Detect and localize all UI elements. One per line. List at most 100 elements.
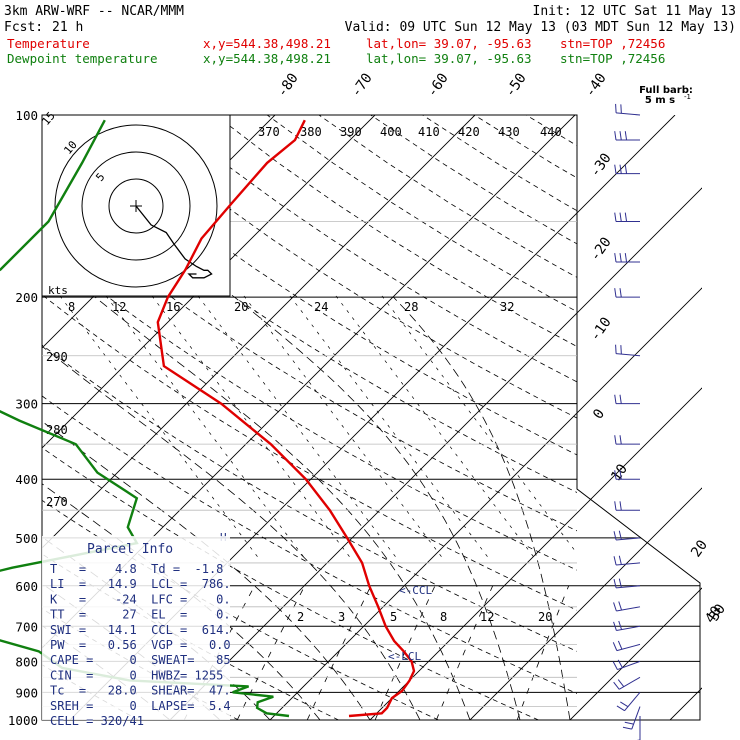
- pressure-label-800: 800: [15, 654, 38, 669]
- hodograph-ring-15: [54, 124, 218, 288]
- dry-adiabat: [525, 115, 577, 147]
- upper-mixing-line: [197, 295, 399, 561]
- parcel-info-row: SREH = 0 LAPSE= 5.4: [50, 699, 231, 713]
- isotherm-label-top: -80: [274, 70, 302, 100]
- wind-barb-flag: [613, 681, 620, 690]
- wind-barb-flag: [613, 602, 617, 612]
- theta-label: 370: [258, 125, 280, 139]
- isotherm-label-top: -50: [502, 70, 530, 100]
- wind-barb-flag: [624, 212, 628, 222]
- mixing-ratio-line: [236, 585, 306, 720]
- theta-label: 440: [540, 125, 562, 139]
- moist-adiabat: [94, 296, 471, 720]
- theta-label: 390: [340, 125, 362, 139]
- dewpoint-profile-line: [0, 119, 290, 718]
- pressure-label-500: 500: [15, 531, 38, 546]
- wind-barbs: [612, 103, 641, 740]
- temp-legend-label: Temperature: [7, 36, 90, 51]
- fcst-value: 21 h: [52, 20, 83, 35]
- mixing-ratio-label-lower: 3: [338, 610, 345, 624]
- temp-legend-latlon: lat,lon= 39.07, -95.63: [366, 36, 532, 51]
- wind-barb-flag: [624, 721, 634, 725]
- pressure-label-700: 700: [15, 619, 38, 634]
- wind-barb-flag: [613, 556, 617, 566]
- theta-e-label: 280: [46, 423, 68, 437]
- isotherm-label-right: -10: [587, 314, 615, 344]
- mixing-ratio-line: [306, 585, 372, 720]
- wind-barb-flag: [618, 555, 622, 565]
- moist-adiabat: [393, 296, 571, 720]
- wind-barb: [616, 562, 641, 566]
- mixing-ratio-label-upper: 24: [314, 300, 328, 314]
- wind-barb-flag: [618, 530, 622, 540]
- pressure-label-200: 200: [15, 290, 38, 305]
- wind-barb: [616, 606, 641, 612]
- wind-barb: [624, 691, 641, 712]
- wind-barb-flag: [619, 501, 622, 511]
- wind-barb-flag: [616, 705, 625, 712]
- mixing-ratio-label-upper: 12: [112, 300, 126, 314]
- upper-mixing-line: [105, 295, 307, 561]
- wind-barb-flag: [619, 435, 622, 445]
- wind-barb: [631, 706, 641, 730]
- moist-adiabat: [42, 483, 321, 720]
- lcl-marker: <-LCL: [388, 650, 421, 663]
- wind-barb-flag: [619, 253, 622, 263]
- parcel-info-row: TT = 27 EL = 0.: [50, 608, 231, 622]
- wind-barb-flag: [614, 470, 617, 480]
- isotherm-label-right: 0: [590, 406, 608, 422]
- upper-mixing-line: [381, 295, 577, 554]
- wind-barb-flag: [613, 621, 617, 631]
- mixing-ratio-label-upper: 20: [234, 300, 248, 314]
- fcst-label: Fcst:: [4, 20, 43, 35]
- wind-barb: [618, 676, 641, 690]
- wind-barb-flag: [619, 212, 622, 222]
- wind-barb-flag: [614, 501, 617, 511]
- isotherm-0: [269, 287, 702, 720]
- isotherm-label-right: 10: [608, 461, 631, 484]
- isotherm-label-top: -70: [348, 70, 376, 100]
- mixing-ratio-line: [516, 585, 570, 720]
- isotherm-20: [469, 487, 702, 720]
- mixing-ratio-label-lower: 12: [480, 610, 494, 624]
- wind-barb-flag: [624, 164, 628, 174]
- ccl-marker: <-CCL: [399, 584, 432, 597]
- moist-adiabat: [42, 420, 371, 720]
- init-time: Init: 12 UTC Sat 11 May 13: [533, 4, 737, 19]
- parcel-info-title: Parcel Info: [87, 542, 173, 557]
- barb-legend-value: 5 m s: [645, 95, 675, 106]
- parcel-info-row: SWI = 14.1 CCL = 614.: [50, 623, 231, 637]
- hodograph-trace: [135, 205, 213, 279]
- mixing-ratio-label-lower: 8: [440, 610, 447, 624]
- dew-legend-latlon: lat,lon= 39.07, -95.63: [366, 51, 532, 66]
- wind-barb-flag: [618, 578, 622, 588]
- wind-barb-flag: [614, 164, 617, 174]
- parcel-info-row: T = 4.8 Td = -1.8: [50, 562, 223, 576]
- barb-legend-exponent: -1: [684, 93, 691, 101]
- theta-e-label: 270: [46, 495, 68, 509]
- temp-legend-stn: stn=TOP ,72456: [560, 36, 665, 51]
- mixing-ratio-label-lower: 20: [538, 610, 552, 624]
- parcel-info-row: CELL = 320/41: [50, 714, 144, 728]
- wind-barb-flag: [614, 212, 617, 222]
- wind-barb-flag: [619, 164, 622, 174]
- pressure-label-400: 400: [15, 472, 38, 487]
- wind-barb-flag: [619, 394, 622, 404]
- wind-barb-flag: [624, 253, 628, 263]
- wind-barb: [617, 660, 641, 671]
- upper-mixing-line: [335, 295, 537, 561]
- dry-adiabat: [422, 115, 577, 212]
- wind-barb-flag: [619, 131, 622, 141]
- valid-time: Valid: 09 UTC Sun 12 May 13 (03 MDT Sun …: [345, 20, 736, 35]
- isotherm-label-top: -60: [424, 70, 452, 100]
- dry-adiabat: [318, 115, 577, 278]
- isotherm-10: [369, 387, 702, 720]
- mixing-ratio-label-upper: 28: [404, 300, 418, 314]
- parcel-info-panel: Parcel Info T = 4.8 Td = -1.8LI = 14.9 L…: [42, 536, 231, 728]
- wind-barb-flag: [614, 435, 617, 445]
- pressure-label-100: 100: [15, 108, 38, 123]
- barb-legend-title: Full barb:: [639, 85, 693, 96]
- dew-legend-xy: x,y=544.38,498.21: [203, 51, 331, 66]
